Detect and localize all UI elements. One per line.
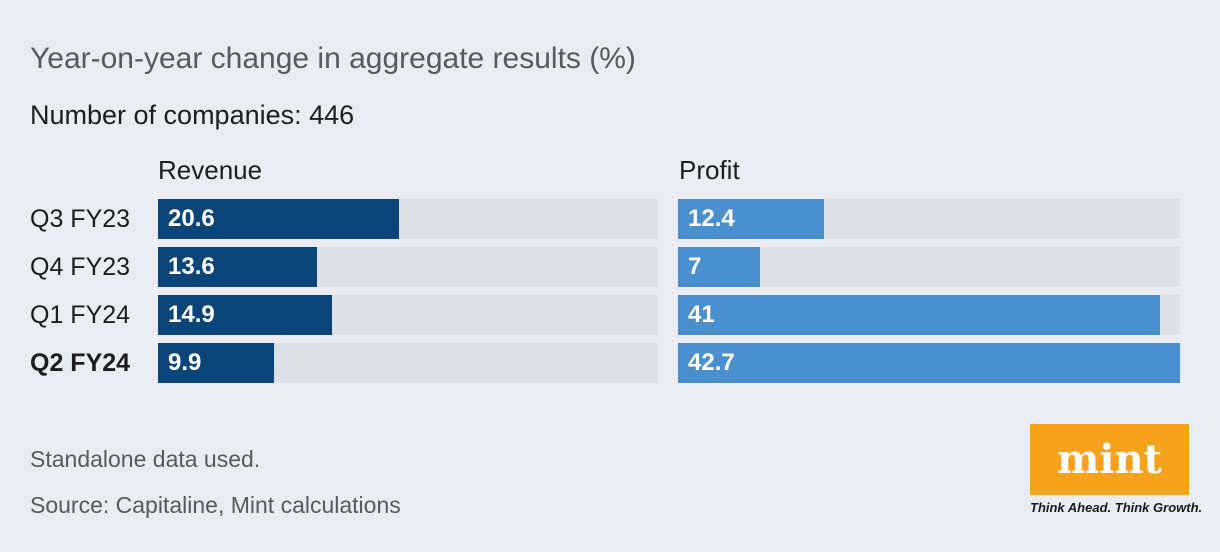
chart-subtitle: Number of companies: 446 bbox=[30, 100, 355, 130]
revenue-value-label: 20.6 bbox=[168, 205, 215, 232]
revenue-value-label: 13.6 bbox=[168, 253, 215, 280]
chart-title: Year-on-year change in aggregate results… bbox=[30, 42, 636, 75]
profit-bar-q4-fy23 bbox=[678, 247, 761, 287]
profit-value-label: 41 bbox=[688, 301, 715, 328]
mint-logo-text: mint bbox=[1056, 436, 1163, 483]
revenue-track: 20.6 bbox=[158, 199, 658, 239]
profit-column-header: Profit bbox=[679, 155, 740, 185]
source-note: Source: Capitaline, Mint calculations bbox=[30, 492, 401, 518]
row-label-q3-fy23: Q3 FY23 bbox=[30, 205, 131, 233]
revenue-bar-q2-fy24 bbox=[158, 343, 274, 383]
profit-track: 7 bbox=[678, 247, 1180, 287]
revenue-column-header: Revenue bbox=[158, 155, 263, 185]
revenue-track: 13.6 bbox=[158, 247, 658, 287]
profit-track: 41 bbox=[678, 295, 1180, 335]
profit-value-label: 7 bbox=[688, 253, 702, 280]
profit-bar-q1-fy24 bbox=[678, 295, 1160, 335]
profit-bar-q3-fy23 bbox=[678, 199, 824, 239]
revenue-track: 9.9 bbox=[158, 343, 658, 383]
profit-value-label: 42.7 bbox=[688, 349, 735, 376]
mint-logo: mint bbox=[1030, 424, 1189, 495]
profit-bar-q2-fy24 bbox=[678, 343, 1180, 383]
row-label-q1-fy24: Q1 FY24 bbox=[30, 301, 131, 329]
revenue-value-label: 9.9 bbox=[168, 349, 202, 376]
row-label-q4-fy23: Q4 FY23 bbox=[30, 253, 131, 281]
profit-track: 12.4 bbox=[678, 199, 1180, 239]
revenue-bar-q4-fy23 bbox=[158, 247, 318, 287]
profit-track: 42.7 bbox=[678, 343, 1180, 383]
revenue-bar-q3-fy23 bbox=[158, 199, 400, 239]
revenue-value-label: 14.9 bbox=[168, 301, 215, 328]
mint-tagline: Think Ahead. Think Growth. bbox=[1030, 500, 1203, 515]
revenue-track: 14.9 bbox=[158, 295, 658, 335]
data-note: Standalone data used. bbox=[30, 446, 261, 472]
profit-value-label: 12.4 bbox=[688, 205, 735, 232]
row-label-q2-fy24: Q2 FY24 bbox=[30, 349, 131, 377]
revenue-bar-q1-fy24 bbox=[158, 295, 333, 335]
